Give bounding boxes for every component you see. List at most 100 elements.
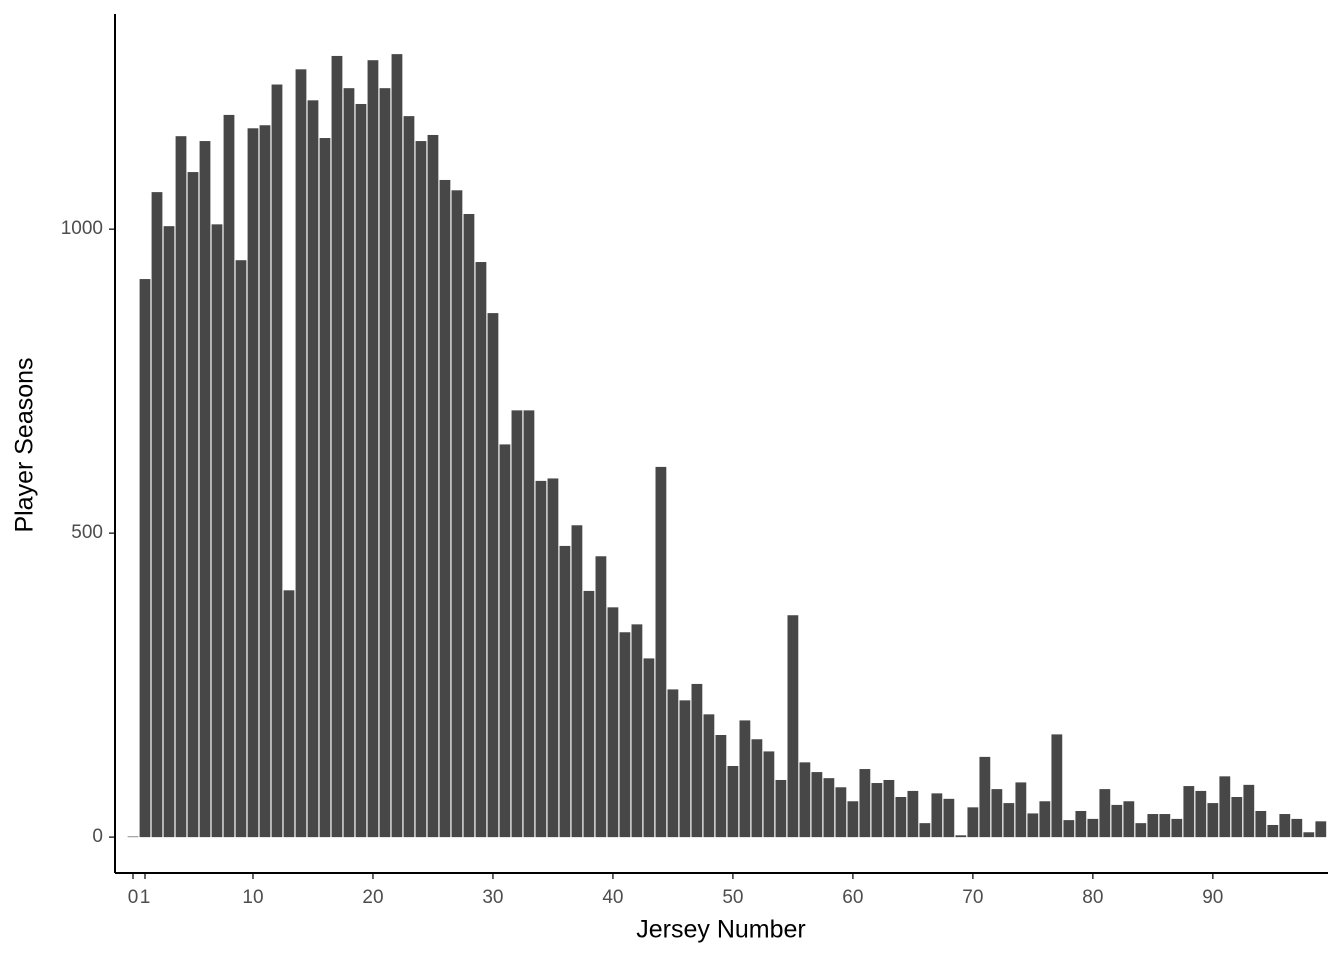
bar [715,735,727,838]
bar [1027,813,1039,838]
bar [1087,818,1099,838]
bar [823,778,835,838]
bar [967,807,979,838]
bar [919,823,931,838]
bar [355,103,367,838]
bar [427,134,439,838]
bar [283,590,295,838]
bar [151,192,163,838]
bar [775,779,787,838]
bar [1015,782,1027,838]
bar [487,313,499,838]
bar [559,545,571,838]
bar [739,720,751,838]
bar [1279,814,1291,838]
bar [295,69,307,838]
bar [259,125,271,838]
bar [211,224,223,838]
bar [979,756,991,838]
bar [307,100,319,838]
bar [175,136,187,838]
bar [391,54,403,838]
bar [523,410,535,838]
bar [1111,804,1123,838]
bar [1255,810,1267,838]
x-tick-label: 30 [482,887,503,908]
x-tick-label: 10 [242,887,263,908]
bar [247,128,259,838]
bar [1315,821,1327,838]
bar [1003,803,1015,838]
bar [499,444,511,838]
bar [1051,734,1063,838]
bar [1195,790,1207,838]
bar [403,116,415,838]
bar [199,141,211,838]
bar [1243,784,1255,838]
bar [679,700,691,838]
bar [571,525,583,838]
bar [667,689,679,838]
x-tick-label: 0 [128,887,139,908]
bar [703,714,715,838]
bar [463,214,475,838]
x-tick-label: 1 [140,887,151,908]
bar [1207,803,1219,838]
x-tick-label: 70 [962,887,983,908]
bar [343,88,355,838]
bar [643,658,655,838]
bar [1063,820,1075,838]
bar [1099,789,1111,838]
bar [1183,786,1195,838]
bar [1135,823,1147,838]
bar [691,683,703,838]
bar [271,84,283,838]
bar [991,789,1003,838]
bar [223,114,235,838]
bar [607,607,619,838]
bar [1039,801,1051,838]
bar [799,762,811,838]
bar [1159,814,1171,838]
bar [1231,797,1243,838]
bar [1303,832,1315,838]
bar [751,739,763,838]
bar [1123,801,1135,838]
x-tick-label: 80 [1082,887,1103,908]
bar [727,766,739,838]
bar [367,60,379,838]
y-tick-label: 0 [92,826,103,847]
bar [835,787,847,838]
bar [583,590,595,838]
bar [1219,776,1231,838]
bar [163,226,175,838]
bar [1291,818,1303,838]
bar [1147,814,1159,838]
bar [655,466,667,838]
bar [619,632,631,838]
bar [451,190,463,838]
bar [535,480,547,838]
bar [943,798,955,838]
bar [1075,810,1087,838]
x-axis-title: Jersey Number [636,916,806,944]
bar [811,772,823,838]
y-tick-label: 500 [71,522,103,543]
x-tick-label: 50 [722,887,743,908]
bar [859,769,871,838]
y-axis-title: Player Seasons [11,357,39,532]
bar [475,262,487,838]
bar [631,624,643,838]
bar [235,260,247,838]
bar [1171,818,1183,838]
bar [955,835,967,838]
bar [331,55,343,838]
bar [1267,824,1279,838]
bar [895,797,907,838]
bar [883,779,895,838]
bar [319,138,331,838]
bar [379,88,391,838]
bar [847,801,859,838]
bar [763,751,775,838]
